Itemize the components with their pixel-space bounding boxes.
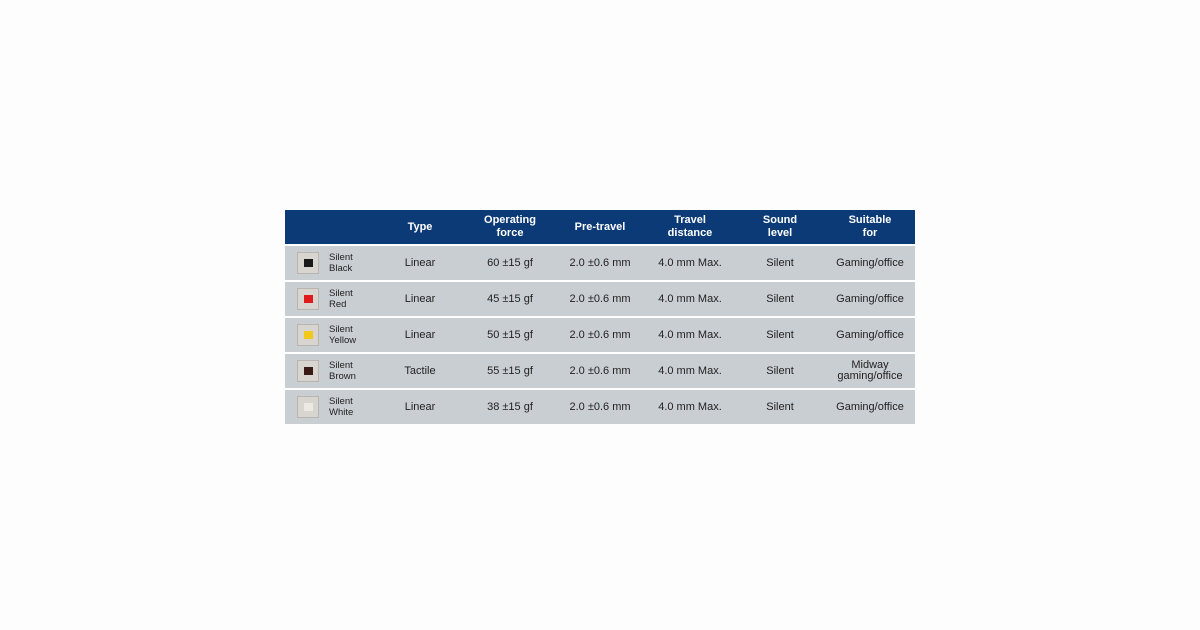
table-cell: Linear xyxy=(375,388,465,424)
header-cell: Travel distance xyxy=(645,210,735,245)
table-cell: 4.0 mm Max. xyxy=(645,280,735,317)
table-cell: 4.0 mm Max. xyxy=(645,244,735,281)
table-body: Silent Black Linear 60 ±15 gf 2.0 ±0.6 mm 4.… xyxy=(285,244,915,424)
switch-name: Silent Brown xyxy=(329,360,356,382)
switch-icon xyxy=(297,396,319,418)
table-cell: Silent xyxy=(735,316,825,353)
table-cell: Gaming/office xyxy=(825,388,915,424)
table-cell: Silent xyxy=(735,244,825,281)
table-row: Silent Brown Tactile 55 ±15 gf 2.0 ±0.6 mm 4… xyxy=(285,352,915,389)
table-row: Silent Red Linear 45 ±15 gf 2.0 ±0.6 mm 4.0 … xyxy=(285,280,915,317)
table-cell: Silent Red xyxy=(285,280,375,317)
switch-table: Type Operating force Pre-travel Travel d… xyxy=(285,210,915,424)
table-cell: 55 ±15 gf xyxy=(465,352,555,389)
table-cell: Gaming/office xyxy=(825,280,915,317)
switch-icon xyxy=(297,288,319,310)
table-cell: 2.0 ±0.6 mm xyxy=(555,352,645,389)
table-row: Silent Black Linear 60 ±15 gf 2.0 ±0.6 mm 4.… xyxy=(285,244,915,281)
switch-name: Silent Yellow xyxy=(329,324,357,346)
table-cell: Midway gaming/office xyxy=(825,352,915,389)
table-cell: Silent xyxy=(735,280,825,317)
table-cell: 2.0 ±0.6 mm xyxy=(555,316,645,353)
table-cell: Silent Brown xyxy=(285,352,375,389)
table-cell: 2.0 ±0.6 mm xyxy=(555,244,645,281)
table-cell: 45 ±15 gf xyxy=(465,280,555,317)
table-cell: Silent Yellow xyxy=(285,316,375,353)
header-cell: Type xyxy=(375,210,465,245)
table-cell: Linear xyxy=(375,280,465,317)
switch-stem xyxy=(304,331,313,339)
switch-stem xyxy=(304,259,313,267)
table-cell: Silent xyxy=(735,352,825,389)
header-row: Type Operating force Pre-travel Travel d… xyxy=(285,210,915,245)
table-cell: Gaming/office xyxy=(825,244,915,281)
table-cell: Silent Black xyxy=(285,244,375,281)
table-cell: Silent White xyxy=(285,388,375,424)
header-cell: Pre-travel xyxy=(555,210,645,245)
switch-icon xyxy=(297,360,319,382)
table-cell: 60 ±15 gf xyxy=(465,244,555,281)
table-cell: 4.0 mm Max. xyxy=(645,352,735,389)
switch-stem xyxy=(304,367,313,375)
table-cell: 50 ±15 gf xyxy=(465,316,555,353)
switch-icon xyxy=(297,324,319,346)
table-row: Silent Yellow Linear 50 ±15 gf 2.0 ±0.6 mm 4… xyxy=(285,316,915,353)
table-cell: Tactile xyxy=(375,352,465,389)
table-cell: 4.0 mm Max. xyxy=(645,388,735,424)
table-cell: 38 ±15 gf xyxy=(465,388,555,424)
table-cell: Linear xyxy=(375,316,465,353)
table-cell: 2.0 ±0.6 mm xyxy=(555,388,645,424)
switch-icon xyxy=(297,252,319,274)
table-cell: Linear xyxy=(375,244,465,281)
switch-stem xyxy=(304,295,313,303)
table-row: Silent White Linear 38 ±15 gf 2.0 ±0.6 mm 4.… xyxy=(285,388,915,424)
switch-name: Silent Black xyxy=(329,252,353,274)
switch-name: Silent White xyxy=(329,396,354,418)
header-cell: Operating force xyxy=(465,210,555,245)
header-cell xyxy=(285,210,375,245)
table-cell: Silent xyxy=(735,388,825,424)
header-cell: Suitable for xyxy=(825,210,915,245)
table-cell: 2.0 ±0.6 mm xyxy=(555,280,645,317)
header-cell: Sound level xyxy=(735,210,825,245)
switch-stem xyxy=(304,403,313,411)
table-cell: Gaming/office xyxy=(825,316,915,353)
switch-name: Silent Red xyxy=(329,288,353,310)
table-cell: 4.0 mm Max. xyxy=(645,316,735,353)
